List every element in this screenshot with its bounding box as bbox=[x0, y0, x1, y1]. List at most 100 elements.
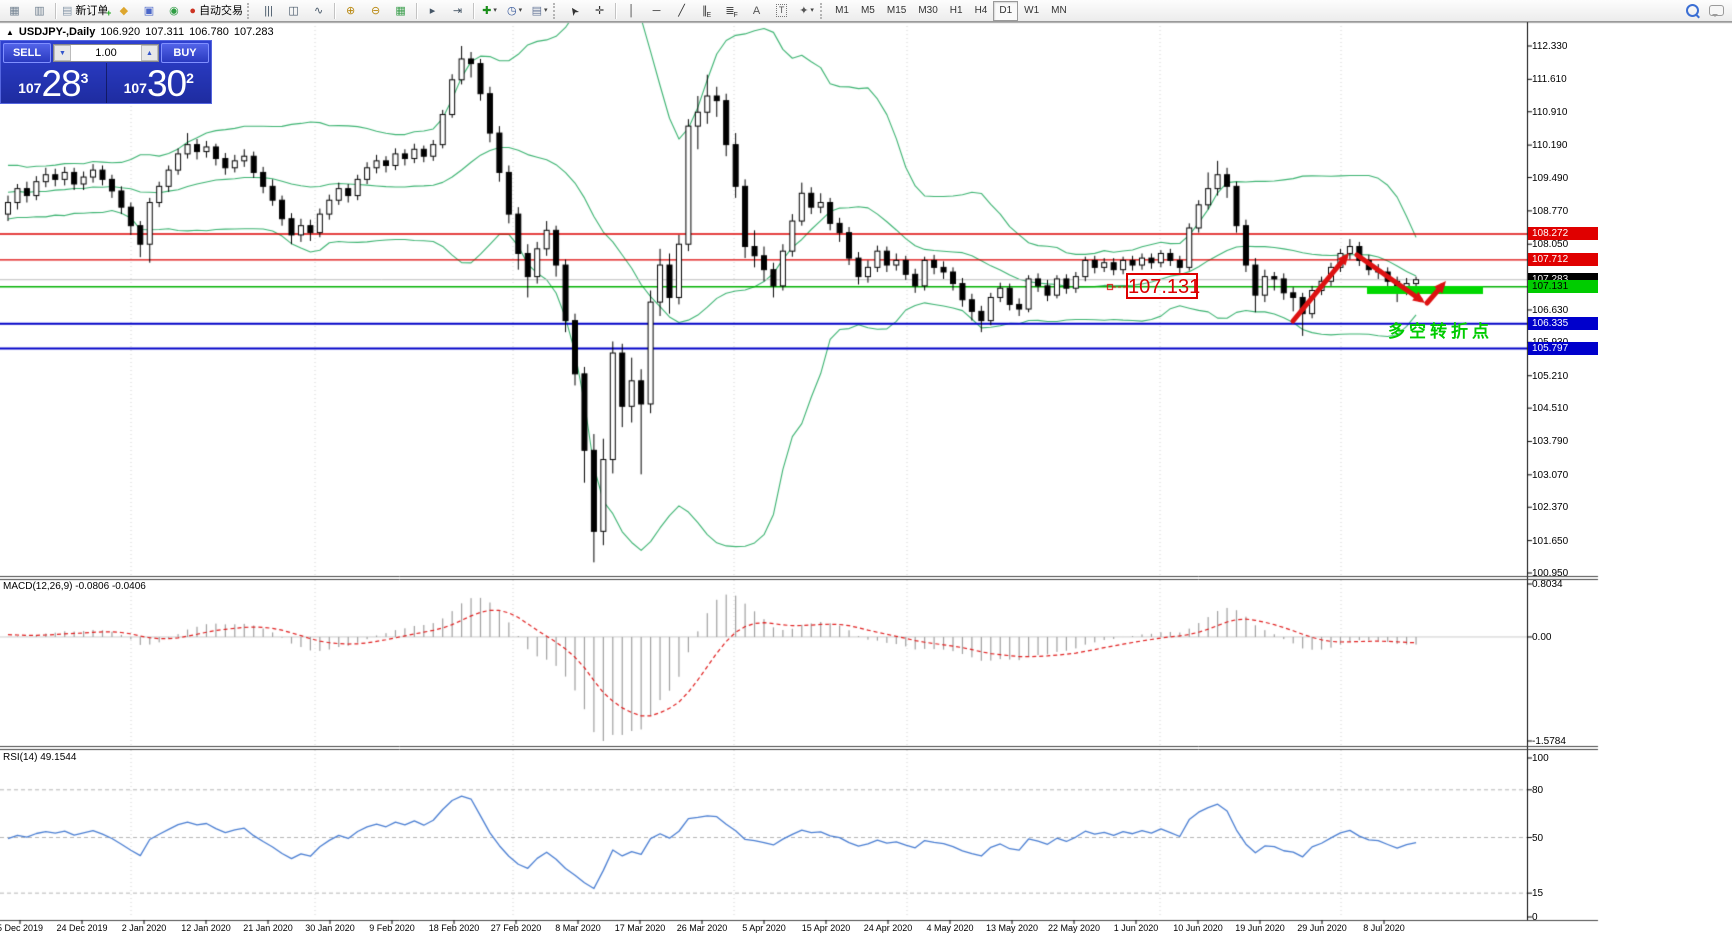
shapes-icon[interactable]: ✦ ▾ bbox=[799, 4, 814, 17]
timeframe-button-M1[interactable]: M1 bbox=[835, 5, 849, 16]
periods-icon[interactable]: ◷ ▾ bbox=[507, 4, 523, 17]
price-tick: 110.910 bbox=[1532, 106, 1568, 118]
date-tick: 19 Jun 2020 bbox=[1235, 923, 1285, 933]
timeframe-button-H1[interactable]: H1 bbox=[949, 5, 963, 16]
line-chart-icon[interactable]: ∿ bbox=[313, 4, 324, 17]
new-order-button[interactable]: ▤ + 新订单 bbox=[62, 4, 112, 18]
auto-scroll-icon[interactable]: ▸ bbox=[429, 4, 436, 17]
channel-icon[interactable]: ∥ E bbox=[701, 4, 712, 19]
search-icon[interactable] bbox=[1686, 4, 1699, 17]
price-tick: 108.050 bbox=[1532, 239, 1569, 251]
date-tick: 17 Mar 2020 bbox=[614, 923, 666, 933]
ohlc-high: 107.311 bbox=[145, 26, 185, 38]
date-tick: 24 Apr 2020 bbox=[863, 923, 913, 933]
ohlc-low: 106.780 bbox=[189, 26, 229, 38]
price-tick: 111.610 bbox=[1532, 74, 1567, 86]
timeframe-button-M15[interactable]: M15 bbox=[886, 5, 907, 16]
one-click-trade-panel: SELL ▼ ▲ BUY 107 28 3 107 30 2 bbox=[0, 40, 212, 104]
price-tick: 104.510 bbox=[1532, 403, 1569, 415]
trendline-icon[interactable]: ╱ bbox=[678, 4, 685, 17]
tile-windows-icon[interactable]: ▦ bbox=[395, 4, 406, 17]
fibonacci-icon[interactable]: ≣ F bbox=[725, 4, 738, 19]
date-tick: 2 Jan 2020 bbox=[121, 923, 167, 933]
timeframe-button-M30[interactable]: M30 bbox=[918, 5, 938, 16]
toolbar-grip bbox=[247, 2, 253, 19]
templates-icon[interactable]: ▤ ▾ bbox=[531, 4, 548, 17]
support-tag-green: 107.131 bbox=[1528, 279, 1598, 293]
price-tick: 103.070 bbox=[1532, 469, 1569, 481]
indicators-icon[interactable]: ✚ ▾ bbox=[482, 4, 497, 17]
macd-tick: 0.00 bbox=[1532, 631, 1552, 643]
cursor-icon[interactable]: ➤ bbox=[567, 3, 583, 18]
symbol-period-label: USDJPY-,Daily bbox=[18, 26, 96, 38]
price-tick: 101.650 bbox=[1532, 535, 1569, 547]
rsi-label: RSI(14) 49.1544 bbox=[3, 752, 77, 763]
rsi-tick: 15 bbox=[1532, 888, 1544, 900]
date-tick: 27 Feb 2020 bbox=[490, 923, 542, 933]
price-tick: 112.330 bbox=[1532, 41, 1568, 52]
sell-button[interactable]: SELL bbox=[3, 43, 51, 63]
buy-price[interactable]: 107 30 2 bbox=[107, 63, 212, 103]
date-tick: 21 Jan 2020 bbox=[243, 923, 293, 933]
candlestick-icon[interactable]: ◫ bbox=[288, 4, 299, 17]
bar-chart-icon[interactable]: ||| bbox=[264, 4, 273, 17]
label-icon[interactable]: T bbox=[769, 1, 794, 21]
date-tick: 30 Jan 2020 bbox=[305, 923, 355, 933]
toolbar-separator bbox=[334, 2, 336, 19]
price-tick: 100.950 bbox=[1532, 568, 1569, 579]
main-toolbar: ▦ ▥ ▤ + 新订单 ◆ ▣ ◉ ● 自动交易 ||| ◫ ∿ ⊕ ⊖ ▦ ▸ ⇥ ✚ ▾ ◷ ▾ ▤ ▾ ➤ ✛ │ ─ ╱ ∥ E ≣ F… bbox=[0, 0, 1732, 22]
turning-point-annotation[interactable]: 多空转折点 bbox=[1388, 322, 1493, 341]
timeframe-button-D1[interactable]: D1 bbox=[993, 0, 1019, 21]
volume-decrease-button[interactable]: ▼ bbox=[54, 45, 71, 61]
hline-icon[interactable]: ─ bbox=[652, 4, 661, 17]
toolbar-separator bbox=[416, 2, 418, 19]
date-tick: 26 Mar 2020 bbox=[676, 923, 728, 933]
date-tick: 15 Apr 2020 bbox=[801, 923, 851, 933]
date-tick: 18 Feb 2020 bbox=[428, 923, 480, 933]
price-tick: 110.190 bbox=[1532, 140, 1568, 152]
terminal-icon[interactable]: ▣ bbox=[143, 4, 155, 17]
price-callout-box[interactable]: 107.131 bbox=[1126, 273, 1200, 299]
date-tick: 4 May 2020 bbox=[926, 923, 974, 933]
rsi-tick: 0 bbox=[1532, 912, 1538, 923]
toolbar-grip bbox=[820, 2, 826, 19]
text-icon[interactable]: A bbox=[752, 4, 761, 17]
price-tick: 105.210 bbox=[1532, 370, 1569, 382]
chart-shift-icon[interactable]: ⇥ bbox=[452, 4, 463, 17]
date-tick: 8 Mar 2020 bbox=[555, 923, 601, 933]
vline-icon[interactable]: │ bbox=[628, 4, 635, 17]
sell-price[interactable]: 107 28 3 bbox=[1, 63, 107, 103]
chart-symbol-icon: ▲ bbox=[6, 27, 14, 37]
signals-icon[interactable]: ◉ bbox=[169, 4, 179, 17]
buy-button[interactable]: BUY bbox=[161, 43, 209, 63]
metaeditor-icon[interactable]: ◆ bbox=[119, 4, 129, 17]
timeframe-button-M5[interactable]: M5 bbox=[860, 5, 875, 16]
zoom-out-icon[interactable]: ⊖ bbox=[370, 4, 381, 17]
timeframe-button-MN[interactable]: MN bbox=[1051, 5, 1067, 16]
resistance-tag-2: 107.712 bbox=[1528, 252, 1598, 266]
toolbar-separator bbox=[473, 2, 475, 19]
profiles-icon[interactable]: ▥ bbox=[34, 4, 45, 17]
date-tick: 10 Jun 2020 bbox=[1173, 923, 1223, 933]
zoom-in-icon[interactable]: ⊕ bbox=[345, 4, 356, 17]
price-tick: 103.790 bbox=[1532, 436, 1569, 448]
chart-title: ▲ USDJPY-,Daily 106.920 107.311 106.780 … bbox=[6, 26, 274, 38]
rsi-tick: 50 bbox=[1532, 832, 1544, 844]
crosshair-icon[interactable]: ✛ bbox=[594, 4, 605, 17]
buy-price-pips: 30 bbox=[146, 63, 187, 104]
volume-increase-button[interactable]: ▲ bbox=[141, 45, 158, 61]
date-tick: 8 Jul 2020 bbox=[1363, 923, 1405, 933]
volume-input[interactable] bbox=[71, 45, 141, 61]
date-tick: 12 Jan 2020 bbox=[181, 923, 231, 933]
chart-window-icon[interactable]: ▦ bbox=[9, 4, 20, 17]
rsi-tick: 80 bbox=[1532, 784, 1544, 796]
timeframe-button-H4[interactable]: H4 bbox=[974, 5, 988, 16]
support-tag-blue-2: 105.797 bbox=[1528, 341, 1598, 355]
timeframe-button-W1[interactable]: W1 bbox=[1024, 5, 1040, 16]
autotrading-button[interactable]: ● 自动交易 bbox=[189, 4, 244, 17]
support-tag-blue-1: 106.335 bbox=[1528, 316, 1598, 330]
chat-icon[interactable] bbox=[1709, 5, 1724, 17]
price-tick: 108.770 bbox=[1532, 205, 1569, 217]
